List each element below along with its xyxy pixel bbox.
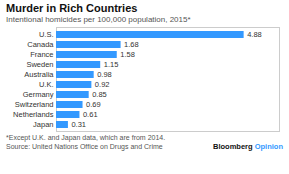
svg-text:Germany: Germany	[23, 90, 54, 99]
svg-text:0.61: 0.61	[83, 110, 98, 119]
svg-text:U.S.: U.S.	[39, 30, 54, 39]
svg-text:U.K.: U.K.	[39, 80, 54, 89]
svg-text:1.68: 1.68	[124, 40, 139, 49]
svg-text:0.92: 0.92	[95, 80, 110, 89]
svg-text:0.69: 0.69	[86, 100, 101, 109]
svg-text:0.85: 0.85	[92, 90, 107, 99]
html-text:Murder in Rich Countries: Murder in Rich Countries	[6, 2, 138, 14]
svg-text:4.88: 4.88	[247, 30, 262, 39]
html-text:Bloomberg Opinion: Bloomberg Opinion	[213, 142, 283, 151]
svg-text:1.15: 1.15	[104, 60, 119, 69]
svg-text:0.98: 0.98	[97, 70, 112, 79]
svg-text:0.31: 0.31	[71, 120, 86, 129]
svg-text:Switzerland: Switzerland	[15, 100, 54, 109]
html-text:Source: United Nations Office: Source: United Nations Office on Drugs a…	[6, 143, 163, 150]
svg-text:1.58: 1.58	[120, 50, 135, 59]
svg-text:Japan: Japan	[33, 120, 53, 129]
html-text:*Except U.K. and Japan data, w: *Except U.K. and Japan data, which are f…	[6, 134, 166, 141]
html-text:Intentional homicides per 100,: Intentional homicides per 100,000 popula…	[6, 15, 191, 24]
svg-text:France: France	[30, 50, 53, 59]
svg-text:Sweden: Sweden	[26, 60, 53, 69]
svg-text:Canada: Canada	[27, 40, 54, 49]
svg-text:Australia: Australia	[24, 70, 54, 79]
svg-text:Netherlands: Netherlands	[13, 110, 54, 119]
